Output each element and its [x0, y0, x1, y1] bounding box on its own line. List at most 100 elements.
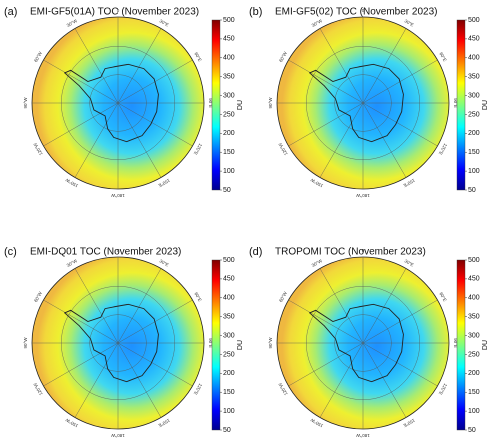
colorbar-tick-label: 100 — [223, 408, 235, 415]
longitude-label: 150°E — [403, 178, 416, 188]
longitude-label: 90°W — [23, 97, 28, 109]
panel: (b) EMI-GF5(02) TOC (November 2023)0 30°E 6… — [249, 6, 489, 198]
colorbar-tick-label: 450 — [468, 276, 480, 283]
colorbar-tick-label: 400 — [223, 55, 235, 62]
meridian — [319, 342, 364, 418]
longitude-label: 90°W — [23, 337, 28, 349]
colorbar-tick-label: 450 — [223, 276, 235, 283]
longitude-label: 30°W — [311, 18, 324, 28]
panel-label: (b) — [249, 6, 262, 18]
longitude-label: 60°E — [193, 51, 202, 62]
longitude-label: 60°W — [278, 50, 288, 63]
meridian — [74, 102, 119, 178]
longitude-label: 30°E — [404, 18, 415, 27]
longitude-label: 30°W — [66, 258, 79, 268]
colorbar-unit: DU — [237, 100, 244, 110]
longitude-label: 120°E — [193, 383, 203, 396]
longitude-label: 90°W — [268, 337, 273, 349]
coastline — [63, 63, 159, 143]
colorbar-tick-label: 150 — [468, 389, 480, 396]
colorbar-unit: DU — [237, 340, 244, 350]
colorbar-tick-label: 500 — [223, 17, 235, 24]
longitude-label: 150°W — [64, 417, 79, 428]
colorbar-tick-label: 150 — [223, 149, 235, 156]
longitude-label: 180°W — [355, 433, 369, 438]
longitude-label: 150°W — [64, 177, 79, 188]
longitude-label: 0 — [362, 248, 365, 253]
colorbar-tick-label: 50 — [468, 427, 476, 434]
meridian — [117, 102, 162, 178]
colorbar-tick-label: 50 — [223, 187, 231, 194]
meridian — [288, 342, 364, 387]
longitude-label: 120°E — [193, 143, 203, 156]
meridian — [319, 28, 364, 104]
panel-title: EMI-GF5(01A) TOC (November 2023) — [30, 7, 199, 18]
longitude-label: 90°E — [453, 98, 458, 108]
coastline — [308, 63, 404, 143]
meridian — [43, 102, 119, 147]
longitude-label: 120°W — [277, 381, 288, 396]
colorbar-tick-label: 150 — [223, 389, 235, 396]
colorbar-tick-label: 200 — [223, 130, 235, 137]
colorbar-tick-label: 500 — [223, 257, 235, 264]
meridian — [43, 299, 119, 344]
colorbar-tick-label: 50 — [468, 187, 476, 194]
longitude-label: 0 — [362, 8, 365, 13]
meridian — [74, 268, 119, 344]
meridian — [74, 342, 119, 418]
longitude-label: 60°E — [193, 291, 202, 302]
colorbar-tick-label: 250 — [468, 351, 480, 358]
colorbar-tick-label: 350 — [223, 74, 235, 81]
meridian — [319, 102, 364, 178]
panel-label: (c) — [4, 246, 17, 258]
meridian — [319, 268, 364, 344]
colorbar-unit: DU — [482, 340, 489, 350]
longitude-label: 90°W — [268, 97, 273, 109]
colorbar — [456, 19, 466, 191]
longitude-label: 150°W — [309, 177, 324, 188]
colorbar-tick-label: 300 — [468, 92, 480, 99]
panel-title: TROPOMI TOC (November 2023) — [275, 247, 426, 258]
meridian — [288, 59, 364, 104]
longitude-label: 60°W — [33, 290, 43, 303]
colorbar-tick-label: 400 — [223, 295, 235, 302]
coastline — [63, 303, 159, 383]
longitude-label: 90°E — [208, 338, 213, 348]
colorbar-tick-label: 500 — [468, 257, 480, 264]
longitude-label: 120°W — [32, 381, 43, 396]
longitude-label: 90°E — [208, 98, 213, 108]
longitude-label: 30°E — [159, 18, 170, 27]
colorbar-unit: DU — [482, 100, 489, 110]
longitude-label: 150°E — [403, 418, 416, 428]
longitude-label: 0 — [117, 8, 120, 13]
longitude-label: 120°E — [438, 143, 448, 156]
colorbar-tick-label: 100 — [468, 168, 480, 175]
colorbar-tick-label: 100 — [223, 168, 235, 175]
panel: (c) EMI-DQ01 TOC (November 2023)0 30°E 60°E… — [4, 246, 244, 438]
longitude-label: 30°W — [66, 18, 79, 28]
longitude-label: 120°W — [277, 141, 288, 156]
meridian — [117, 342, 193, 387]
panel-title: EMI-GF5(02) TOC (November 2023) — [275, 7, 437, 18]
panel-title: EMI-DQ01 TOC (November 2023) — [30, 247, 181, 258]
colorbar-tick-label: 400 — [468, 295, 480, 302]
meridian — [362, 28, 407, 104]
meridian — [288, 299, 364, 344]
colorbar-tick-label: 200 — [468, 370, 480, 377]
colorbar — [211, 259, 221, 431]
longitude-label: 180°W — [355, 193, 369, 198]
colorbar-tick-label: 350 — [468, 314, 480, 321]
longitude-label: 180°W — [110, 433, 124, 438]
meridian — [117, 268, 162, 344]
longitude-label: 180°W — [110, 193, 124, 198]
meridian — [362, 102, 438, 147]
panel-label: (d) — [249, 246, 262, 258]
longitude-label: 60°W — [33, 50, 43, 63]
panel-label: (a) — [4, 6, 17, 18]
longitude-label: 150°E — [158, 178, 171, 188]
longitude-label: 0 — [117, 248, 120, 253]
colorbar-tick-label: 450 — [223, 36, 235, 43]
colorbar-tick-label: 300 — [223, 332, 235, 339]
colorbar — [456, 259, 466, 431]
